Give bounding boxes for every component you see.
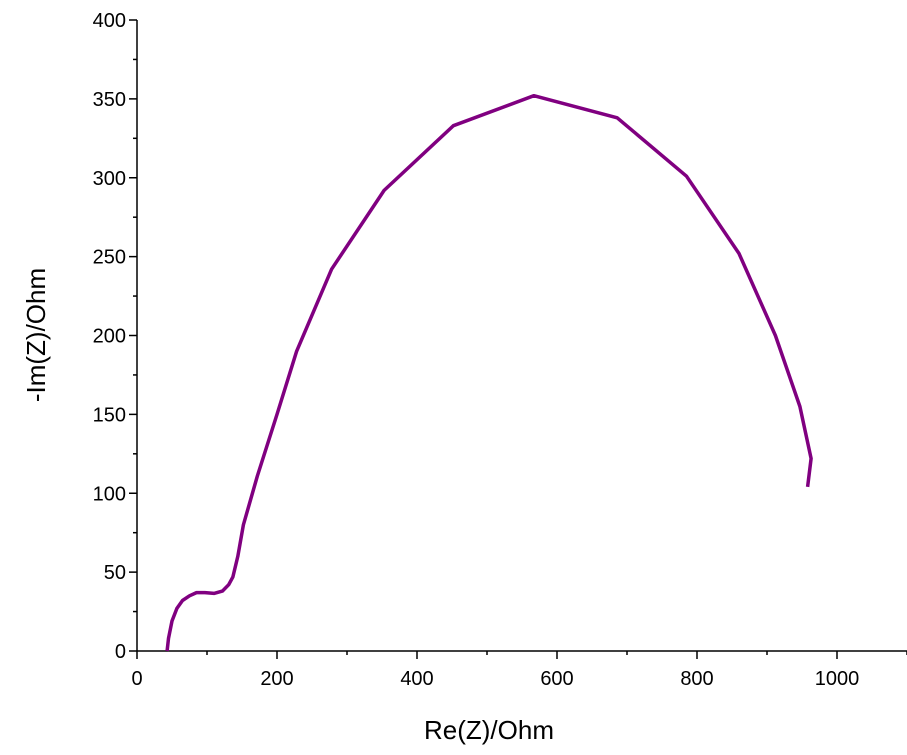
x-tick-label: 200 <box>260 668 293 690</box>
x-tick-label: 600 <box>540 668 573 690</box>
y-tick-label: 400 <box>93 10 126 32</box>
y-tick-label: 100 <box>93 483 126 505</box>
y-tick-label: 150 <box>93 404 126 426</box>
x-tick-label: 1000 <box>815 668 860 690</box>
y-tick-label: 300 <box>93 168 126 190</box>
x-tick-label: 0 <box>131 668 142 690</box>
x-tick-label: 400 <box>400 668 433 690</box>
y-tick-label: 250 <box>93 247 126 269</box>
y-tick-label: 50 <box>104 562 126 584</box>
x-axis-label: Re(Z)/Ohm <box>424 715 554 745</box>
x-axis: 0 200 400 600 800 1000 <box>131 650 907 690</box>
series-layer <box>165 93 813 652</box>
y-tick-label: 200 <box>93 326 126 348</box>
y-axis: 0 50 100 150 200 250 300 350 400 <box>93 10 138 663</box>
y-tick-label: 0 <box>115 641 126 663</box>
series-line <box>165 93 813 652</box>
x-tick-label: 800 <box>680 668 713 690</box>
y-tick-label: 350 <box>93 89 126 111</box>
y-axis-label: -Im(Z)/Ohm <box>21 268 51 402</box>
